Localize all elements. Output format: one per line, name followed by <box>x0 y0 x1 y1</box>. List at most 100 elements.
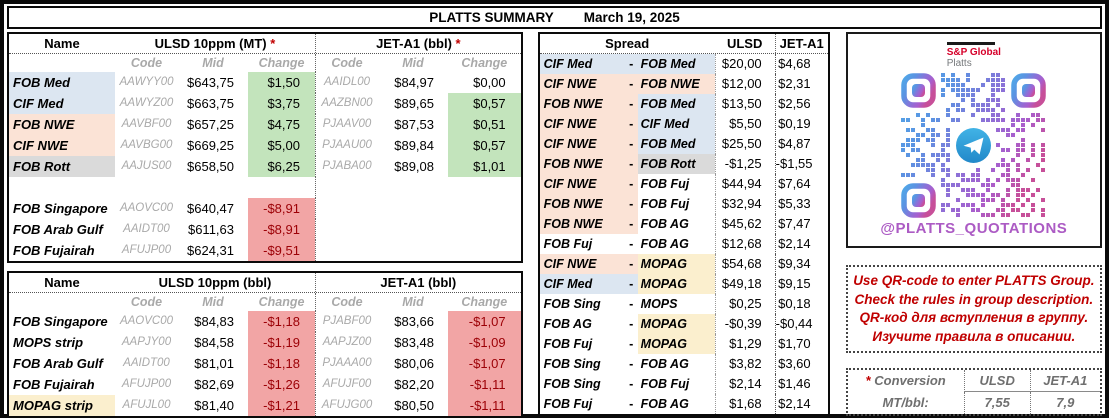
spread-row: FOB Fuj - FOB AG $1,68 $2,14 <box>540 394 828 414</box>
sp-global-platts-logo: S&P Global Platts <box>946 42 1001 69</box>
ulsd-change-cell: -$8,91 <box>248 219 315 240</box>
jet-code-cell: AAIDL00 <box>315 72 378 93</box>
mid-subheader: Mid <box>202 295 224 309</box>
spread-jet-value: $4,68 <box>774 54 828 74</box>
spread-row: CIF NWE - CIF Med $5,50 $0,19 <box>539 114 828 134</box>
ulsd-mid-cell: $657,25 <box>187 117 234 132</box>
ulsd-mid-cell: $82,69 <box>194 377 234 392</box>
code-subheader: Code <box>130 295 163 309</box>
conversion-ulsd-header: ULSD <box>963 370 1030 392</box>
row-name: MOPAG strip <box>9 395 115 416</box>
notice-line: Use QR-code to enter PLATTS Group. <box>853 273 1095 288</box>
spread-leg-b: FOB Med <box>637 94 715 114</box>
jet-code-cell: PJABA00 <box>315 156 378 177</box>
price-table-bbl-subheader: Code Mid Change Code Mid Change <box>9 293 521 311</box>
code-subheader: Code <box>315 293 378 311</box>
spread-jet-value: $7,47 <box>774 214 828 234</box>
spread-jet-value: $1,70 <box>774 334 828 354</box>
ulsd-change-cell: $1,50 <box>248 72 315 93</box>
change-subheader: Change <box>461 295 508 309</box>
spread-ulsd-value: $44,94 <box>714 174 775 194</box>
title-bar: PLATTS SUMMARY March 19, 2025 <box>7 6 1102 29</box>
jet-mid-cell: $80,50 <box>394 398 434 413</box>
jet-change-cell: -$1,09 <box>448 332 521 353</box>
spread-dash: - <box>624 74 638 94</box>
name-header: Name <box>44 36 80 51</box>
spread-ulsd-value: $20,00 <box>714 54 775 74</box>
spread-leg-a: CIF NWE <box>539 114 625 134</box>
jet-code-cell: AAPJZ00 <box>315 332 378 353</box>
jet-mid-cell: $80,06 <box>394 356 434 371</box>
spread-leg-a: FOB AG <box>543 317 592 331</box>
notice-box: Use QR-code to enter PLATTS Group. Check… <box>845 265 1102 353</box>
price-table-bbl: Name ULSD 10ppm (bbl) JET-A1 (bbl) Code … <box>7 271 523 418</box>
jet-code-cell: PJABF00 <box>315 311 378 332</box>
change-subheader: Change <box>258 295 305 309</box>
spread-row: FOB NWE - FOB AG $45,62 $7,47 <box>539 214 828 234</box>
spread-ulsd-value: $32,94 <box>714 194 775 214</box>
spread-leg-a: FOB NWE <box>539 194 625 214</box>
jet-code-cell: AFUJG00 <box>315 395 378 416</box>
change-subheader: Change <box>258 56 305 70</box>
jet-a1-header: JET-A1 (bbl) <box>315 273 521 292</box>
row-name: FOB Fujairah <box>13 377 95 392</box>
ulsd-mid-cell: $640,47 <box>187 201 234 216</box>
spread-row: CIF NWE - FOB Med $25,50 $4,87 <box>539 134 828 154</box>
telegram-handle: @PLATTS_QUOTATIONS <box>880 220 1068 237</box>
jet-mid-cell: $83,48 <box>394 335 434 350</box>
spread-leg-a: FOB NWE <box>539 154 625 174</box>
table-row: FOB Fujairah AFUJP00 $624,31 -$9,51 <box>9 240 521 261</box>
jet-mid-cell: $89,08 <box>394 159 434 174</box>
ulsd-change-cell: -$8,91 <box>248 198 315 219</box>
spread-dash: - <box>624 174 638 194</box>
spread-leg-a: FOB Sing <box>543 297 601 311</box>
spread-ulsd-value: $1,29 <box>714 334 775 354</box>
ulsd-mid-cell: $669,25 <box>187 138 234 153</box>
spread-leg-b: FOB NWE <box>637 74 715 94</box>
ulsd-change-cell: -$1,18 <box>248 353 315 374</box>
row-name: FOB Arab Gulf <box>13 222 103 237</box>
table-row: FOB Med AAWYY00 $643,75 $1,50 AAIDL00 $8… <box>9 72 521 93</box>
ulsd-code-cell: AAOVC00 <box>119 315 174 327</box>
spread-jet-value: $1,46 <box>774 374 828 394</box>
spread-leg-b: MOPAG <box>637 274 715 294</box>
spread-jet-value: -$1,55 <box>774 154 830 174</box>
conversion-jet-header: JET-A1 <box>1029 370 1100 392</box>
jet-change-cell: $0,51 <box>448 114 521 135</box>
spread-dash: - <box>624 114 638 134</box>
spread-leg-b: FOB Fuj <box>640 377 690 391</box>
spread-leg-a: CIF Med <box>539 274 625 294</box>
spread-jet-value: $0,18 <box>774 294 828 314</box>
spread-jet-value: $0,19 <box>774 114 828 134</box>
spread-dash: - <box>629 317 634 331</box>
spread-jet-value: $3,60 <box>774 354 828 374</box>
spread-ulsd-value: $0,25 <box>714 294 775 314</box>
ulsd-change-cell: $4,75 <box>248 114 315 135</box>
conversion-ulsd-value: 7,55 <box>963 392 1030 414</box>
spread-dash: - <box>624 214 638 234</box>
spread-leg-a: FOB Sing <box>543 377 601 391</box>
spread-leg-a: FOB Fuj <box>543 237 593 251</box>
ulsd-code-cell: AAIDT00 <box>123 223 170 235</box>
jet-code-cell <box>315 240 378 261</box>
spread-row: FOB AG - MOPAG -$0,39 -$0,44 <box>540 314 828 334</box>
jet-change-cell: $0,57 <box>448 93 521 114</box>
spread-ulsd-value: $12,00 <box>714 74 775 94</box>
jet-a1-header: JET-A1 (bbl) * <box>315 34 521 53</box>
spread-row: FOB NWE - FOB Rott -$1,25 -$1,55 <box>539 154 830 174</box>
spread-leg-a: FOB Sing <box>543 357 601 371</box>
table-row: FOB Arab Gulf AAIDT00 $611,63 -$8,91 <box>9 219 521 240</box>
spread-jet-value: $9,15 <box>774 274 828 294</box>
spread-ulsd-value: -$0,39 <box>714 314 775 334</box>
price-rows-bbl: FOB Singapore AAOVC00 $84,83 -$1,18 PJAB… <box>9 311 521 416</box>
spread-ulsd-value: $49,18 <box>714 274 775 294</box>
spread-dash: - <box>629 377 634 391</box>
spread-leg-a: CIF NWE <box>539 254 625 274</box>
table-row: FOB Singapore AAOVC00 $84,83 -$1,18 PJAB… <box>9 311 521 332</box>
spread-leg-b: FOB Fuj <box>640 197 690 211</box>
jet-code-cell: PJAAV00 <box>315 114 378 135</box>
ulsd-code-cell: AAJUS00 <box>121 160 172 172</box>
ulsd-code-cell: AAIDT00 <box>123 357 170 369</box>
spread-ulsd-value: -$1,25 <box>714 154 775 174</box>
jet-change-cell: $0,57 <box>448 135 521 156</box>
